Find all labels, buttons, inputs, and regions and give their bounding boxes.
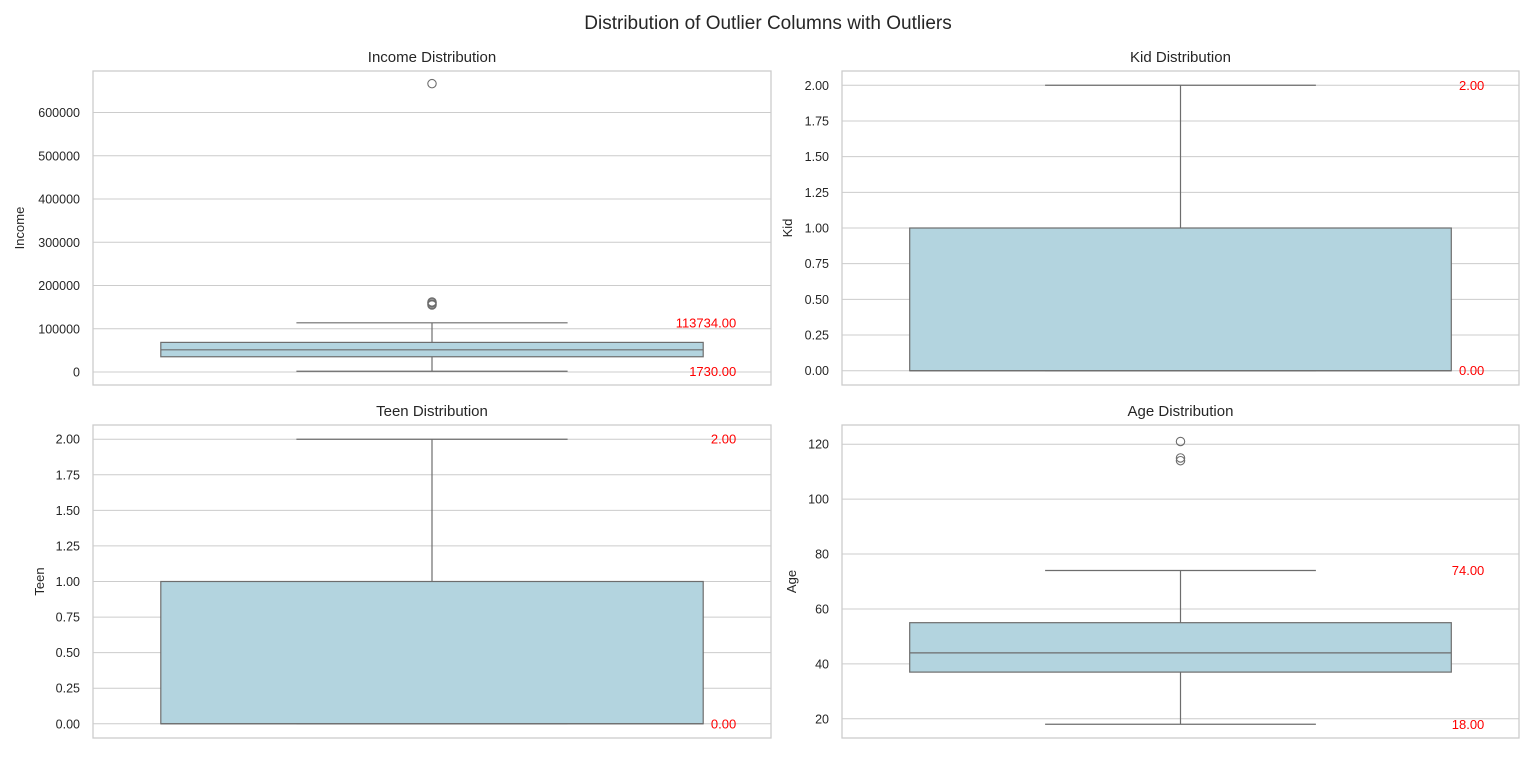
subplot-teen: 0.00 0.25 0.50 0.75 1.00 1.25 1.50 1.75 2.00 Teen…: [32, 403, 772, 739]
y-tick-label: 1.00: [56, 575, 80, 589]
y-tick-label: 40: [815, 657, 829, 671]
value-annotation: 113734.00: [676, 315, 737, 330]
y-tick-label: 0.00: [56, 717, 80, 731]
value-annotation: 0.00: [711, 716, 736, 731]
y-tick-label: 80: [815, 548, 829, 562]
y-tick-label: 1.50: [805, 150, 829, 164]
outlier-point: [427, 300, 437, 310]
value-annotation: 0.00: [1459, 363, 1484, 378]
y-tick-label: 0.25: [805, 329, 829, 343]
subplot-age: 20 40 60 80 100 120 Age Distribution Age 74.00 18…: [784, 403, 1520, 739]
y-tick-label: 100000: [38, 322, 80, 336]
iqr-box: [909, 227, 1452, 372]
y-tick-label: 0.25: [56, 682, 80, 696]
value-annotation: 1730.00: [689, 364, 736, 379]
outlier-point: [1175, 436, 1186, 447]
y-tick-label: 1.25: [56, 539, 80, 553]
y-axis-label: Income: [12, 207, 27, 250]
y-tick-label: 0: [73, 366, 80, 380]
subplot-kid: 0.00 0.25 0.50 0.75 1.00 1.25 1.50 1.75 2.00 Kid …: [780, 49, 1520, 386]
subplot-title: Teen Distribution: [376, 403, 488, 420]
y-tick-label: 600000: [38, 106, 80, 120]
y-tick-label: 2.00: [56, 433, 80, 447]
y-tick-label: 100: [808, 493, 829, 507]
value-annotation: 2.00: [1459, 78, 1484, 93]
subplot-income: 0 100000 200000 300000 400000 500000 600000 Inc…: [12, 49, 772, 386]
axes-frame: [841, 424, 1520, 739]
y-tick-label: 0.75: [805, 257, 829, 271]
y-tick-label: 500000: [38, 149, 80, 163]
figure-title: Distribution of Outlier Columns with Out…: [584, 13, 951, 34]
y-tick-label: 1.75: [56, 468, 80, 482]
y-tick-label: 60: [815, 602, 829, 616]
y-tick-label: 0.50: [56, 646, 80, 660]
y-tick-label: 2.00: [805, 79, 829, 93]
value-annotation: 18.00: [1452, 717, 1485, 732]
y-tick-label: 400000: [38, 193, 80, 207]
y-tick-label: 1.00: [805, 222, 829, 236]
y-tick-label: 0.50: [805, 293, 829, 307]
subplots: 0 100000 200000 300000 400000 500000 600000 Inc…: [12, 49, 1520, 739]
y-tick-label: 20: [815, 712, 829, 726]
y-tick-label: 200000: [38, 279, 80, 293]
y-axis-label: Kid: [780, 219, 795, 238]
outlier-point: [1175, 453, 1186, 463]
subplot-title: Age Distribution: [1128, 403, 1234, 420]
y-tick-label: 120: [808, 438, 829, 452]
y-tick-label: 0.00: [805, 364, 829, 378]
axes-frame: [841, 70, 1520, 386]
value-annotation: 74.00: [1452, 563, 1485, 578]
outlier-point: [1175, 455, 1186, 466]
y-axis-label: Age: [784, 570, 799, 593]
iqr-box: [909, 622, 1452, 673]
axes-frame: [92, 424, 772, 739]
iqr-box: [160, 580, 704, 725]
value-annotation: 2.00: [711, 432, 736, 447]
y-axis-label: Teen: [32, 567, 47, 595]
y-tick-label: 1.75: [805, 114, 829, 128]
y-tick-label: 1.50: [56, 504, 80, 518]
y-tick-label: 0.75: [56, 611, 80, 625]
outlier-point: [427, 78, 437, 89]
subplot-title: Kid Distribution: [1130, 49, 1231, 66]
subplot-title: Income Distribution: [368, 49, 496, 66]
axes-frame: [92, 70, 772, 386]
y-tick-label: 1.25: [805, 186, 829, 200]
y-tick-label: 300000: [38, 236, 80, 250]
